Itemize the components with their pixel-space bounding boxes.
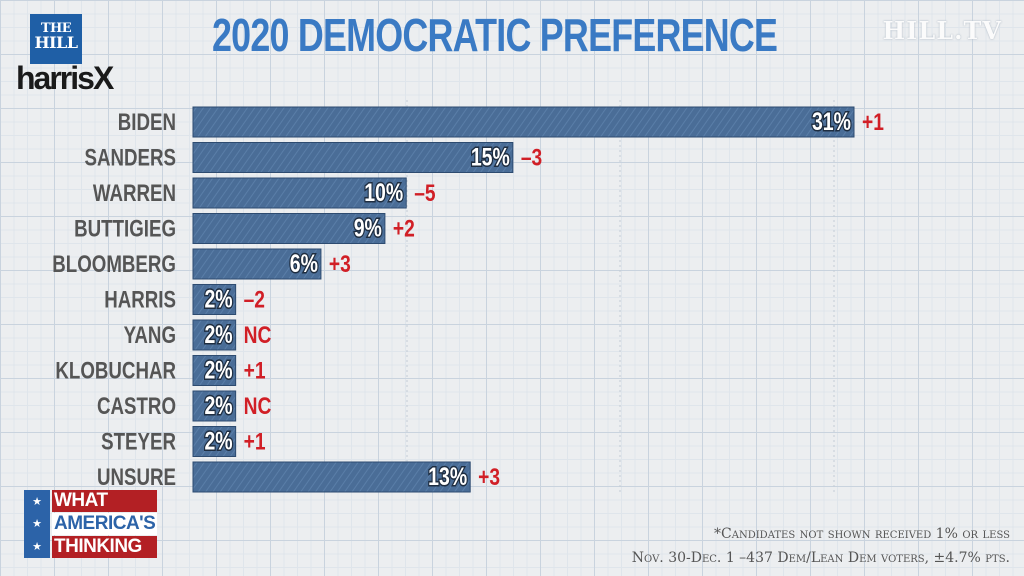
footnote-sample: Nov. 30-Dec. 1 –437 Dem/Lean Dem voters,… — [631, 550, 1010, 566]
branding-line3: THINKING — [52, 536, 158, 558]
change-label: +3 — [478, 463, 500, 491]
value-label: 2% — [204, 392, 232, 420]
change-label: +1 — [244, 427, 266, 455]
change-label: +3 — [329, 250, 351, 278]
category-label: STEYER — [101, 428, 176, 455]
value-label: 13% — [428, 463, 467, 491]
change-label: –3 — [521, 143, 542, 171]
change-label: +2 — [393, 214, 415, 242]
hill-logo-line2: HILL — [34, 33, 78, 52]
the-hill-logo: THE HILL — [30, 14, 82, 64]
category-label: YANG — [124, 322, 176, 349]
what-americas-thinking-logo: ★ ★ ★ WHAT AMERICA'S THINKING — [24, 490, 176, 558]
category-label: SANDERS — [84, 144, 176, 171]
category-label: KLOBUCHAR — [55, 357, 176, 384]
bar — [192, 248, 322, 280]
value-label: 2% — [204, 427, 232, 455]
chart-title: 2020 DEMOCRATIC PREFERENCE — [212, 9, 778, 61]
bar — [192, 142, 514, 173]
value-label: 15% — [471, 143, 510, 171]
harrisx-logo: harrisX — [16, 60, 114, 96]
bar — [192, 213, 386, 244]
bar — [192, 106, 855, 138]
category-label: BLOOMBERG — [52, 251, 176, 278]
stars-icon: ★ ★ ★ — [24, 490, 50, 558]
change-label: NC — [244, 321, 272, 349]
value-label: 9% — [354, 214, 382, 242]
value-label: 2% — [204, 356, 232, 384]
category-label: BIDEN — [118, 109, 176, 136]
change-label: NC — [244, 392, 272, 420]
footnote-candidates: *Candidates not shown received 1% or les… — [714, 526, 1010, 542]
category-label: WARREN — [93, 180, 176, 207]
branding-line2: AMERICA'S — [52, 513, 158, 535]
bar — [192, 355, 237, 386]
value-label: 31% — [812, 108, 851, 136]
hill-logo-line1: THE — [40, 21, 72, 36]
branding-line1: WHAT — [52, 490, 158, 512]
bar — [192, 284, 237, 315]
value-label: 6% — [290, 250, 318, 278]
bar — [192, 461, 471, 493]
bar — [192, 319, 237, 351]
change-label: +1 — [862, 108, 884, 136]
category-label: UNSURE — [97, 464, 176, 491]
change-label: –5 — [414, 179, 435, 207]
category-label: BUTTIGIEG — [74, 215, 176, 242]
hilltv-logo: HILL.TV — [882, 16, 1002, 45]
change-label: +1 — [244, 356, 266, 384]
change-label: –2 — [244, 285, 265, 313]
bar — [192, 177, 407, 209]
value-label: 2% — [204, 321, 232, 349]
category-label: CASTRO — [97, 393, 176, 420]
value-label: 10% — [364, 179, 403, 207]
bar — [192, 426, 237, 457]
category-label: HARRIS — [104, 286, 176, 313]
bar — [192, 390, 237, 422]
value-label: 2% — [204, 285, 232, 313]
